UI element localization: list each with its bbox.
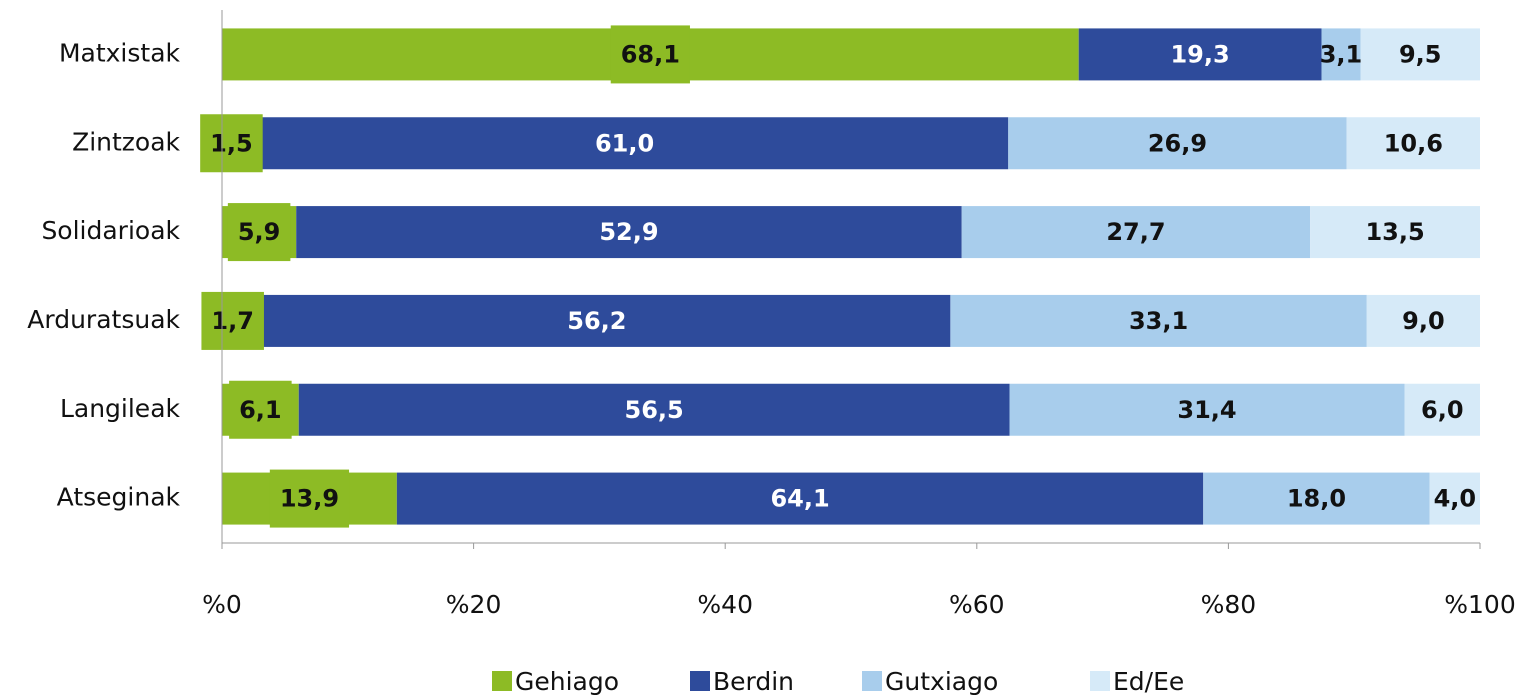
bar-segment xyxy=(1366,294,1480,347)
legend-swatch xyxy=(690,671,710,691)
bar-segment xyxy=(961,206,1311,259)
bar-segment xyxy=(1078,28,1322,81)
data-label: 13,5 xyxy=(1365,218,1424,246)
x-tick-label: %80 xyxy=(1201,590,1257,619)
bar-segment xyxy=(243,294,951,347)
bar-segment xyxy=(1008,117,1347,170)
bar-segment xyxy=(1321,28,1361,81)
y-tick-label: Arduratsuak xyxy=(27,305,180,334)
data-label: 33,1 xyxy=(1129,307,1188,335)
bar-segment xyxy=(298,383,1010,436)
legend-label: Berdin xyxy=(713,667,794,696)
data-label: 68,1 xyxy=(621,40,680,68)
data-label-box xyxy=(227,203,291,262)
legend-swatch xyxy=(1090,671,1110,691)
legend-label: Ed/Ee xyxy=(1113,667,1184,696)
data-label: 1,5 xyxy=(210,129,253,157)
data-label: 27,7 xyxy=(1106,218,1165,246)
data-label: 10,6 xyxy=(1384,129,1443,157)
x-tick-label: %40 xyxy=(697,590,753,619)
data-label: 64,1 xyxy=(770,485,829,513)
bar-segment xyxy=(1310,206,1480,259)
bar-segment xyxy=(1429,472,1480,525)
bar-segment xyxy=(240,117,1009,170)
bar-segment xyxy=(396,472,1204,525)
data-label-box xyxy=(269,469,350,528)
data-label: 52,9 xyxy=(599,218,658,246)
data-label: 56,5 xyxy=(625,396,684,424)
data-label: 1,7 xyxy=(211,307,254,335)
legend-swatch xyxy=(492,671,512,691)
legend-swatch xyxy=(862,671,882,691)
data-label: 19,3 xyxy=(1170,40,1229,68)
y-tick-label: Atseginak xyxy=(57,483,181,512)
bar-segment xyxy=(1203,472,1430,525)
legend-label: Gutxiago xyxy=(885,667,998,696)
x-tick-label: %0 xyxy=(202,590,242,619)
data-label: 61,0 xyxy=(595,129,654,157)
data-label: 18,0 xyxy=(1287,485,1346,513)
x-tick-label: %60 xyxy=(949,590,1005,619)
legend-label: Gehiago xyxy=(515,667,619,696)
bar-segment xyxy=(950,294,1367,347)
bar-segment xyxy=(296,206,962,259)
bar-segment xyxy=(1009,383,1405,436)
data-label: 6,1 xyxy=(239,396,282,424)
x-tick-label: %20 xyxy=(446,590,502,619)
data-label-box xyxy=(201,291,264,350)
y-tick-label: Langileak xyxy=(60,394,181,423)
bar-segment xyxy=(1404,383,1480,436)
y-tick-label: Matxistak xyxy=(59,38,181,67)
x-tick-label: %100 xyxy=(1444,590,1515,619)
y-tick-label: Zintzoak xyxy=(72,127,180,156)
data-label: 26,9 xyxy=(1148,129,1207,157)
bar-segment xyxy=(1346,117,1480,170)
data-label-box xyxy=(610,25,690,84)
data-label: 9,0 xyxy=(1402,307,1445,335)
data-label: 56,2 xyxy=(567,307,626,335)
data-label-box xyxy=(229,380,292,439)
data-label: 4,0 xyxy=(1434,485,1477,513)
data-label-box xyxy=(200,114,263,173)
bar-segment xyxy=(1360,28,1480,81)
data-label: 3,1 xyxy=(1320,40,1363,68)
data-label: 13,9 xyxy=(280,485,339,513)
data-label: 31,4 xyxy=(1177,396,1236,424)
y-tick-label: Solidarioak xyxy=(41,216,180,245)
data-label: 5,9 xyxy=(238,218,281,246)
data-label: 9,5 xyxy=(1399,40,1442,68)
data-label: 6,0 xyxy=(1421,396,1464,424)
